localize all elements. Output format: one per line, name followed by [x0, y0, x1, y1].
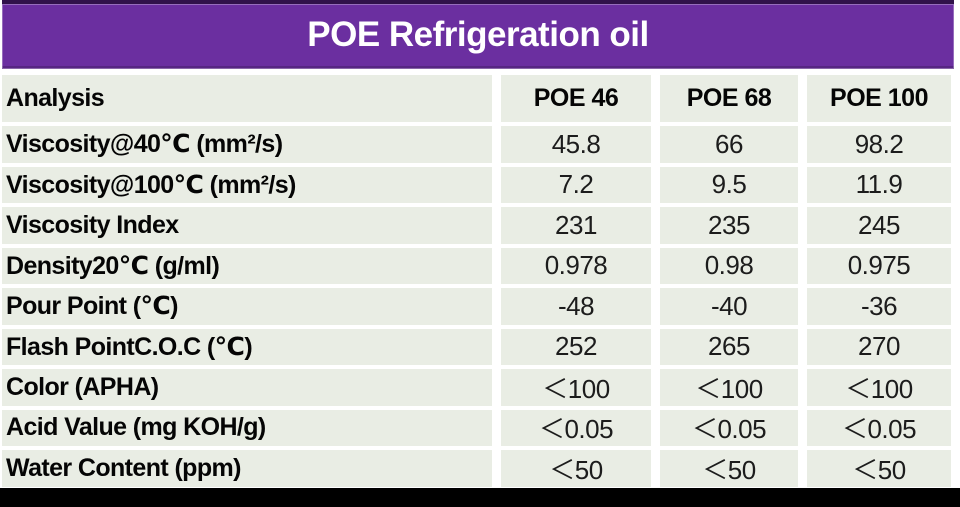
cell-viscosity100-poe46: 7.2: [501, 166, 651, 203]
row-label-viscosity-40: Viscosity@40℃ (mm²/s): [2, 126, 492, 163]
cell-viscosity40-poe46: 45.8: [501, 126, 651, 163]
row-label-density: Density20℃ (g/ml): [2, 247, 492, 284]
cell-viscosityindex-poe68: 235: [660, 207, 798, 244]
row-label-flash-point: Flash PointC.O.C (℃): [2, 328, 492, 365]
row-label-color: Color (APHA): [2, 369, 492, 406]
cell-color-poe100: ＜100: [807, 369, 951, 406]
cell-color-poe68: ＜100: [660, 369, 798, 406]
cell-viscosity40-poe68: 66: [660, 126, 798, 163]
cell-pourpoint-poe46: -48: [501, 288, 651, 325]
title-banner: POE Refrigeration oil: [2, 0, 954, 69]
cell-color-poe46: ＜100: [501, 369, 651, 406]
cell-watercontent-poe68: ＜50: [660, 450, 798, 487]
cell-viscosity100-poe68: 9.5: [660, 166, 798, 203]
cell-density-poe100: 0.975: [807, 247, 951, 284]
row-label-viscosity-index: Viscosity Index: [2, 207, 492, 244]
cell-density-poe68: 0.98: [660, 247, 798, 284]
cell-viscosity100-poe100: 11.9: [807, 166, 951, 203]
row-label-pour-point: Pour Point (℃): [2, 288, 492, 325]
cell-density-poe46: 0.978: [501, 247, 651, 284]
cell-flashpoint-poe100: 270: [807, 328, 951, 365]
row-label-acid-value: Acid Value (mg KOH/g): [2, 409, 492, 446]
cell-pourpoint-poe68: -40: [660, 288, 798, 325]
column-header-poe46: POE 46: [501, 75, 651, 122]
column-header-poe100: POE 100: [807, 75, 951, 122]
cell-acidvalue-poe68: ＜0.05: [660, 409, 798, 446]
cell-acidvalue-poe100: ＜0.05: [807, 409, 951, 446]
cell-viscosity40-poe100: 98.2: [807, 126, 951, 163]
row-label-water-content: Water Content (ppm): [2, 450, 492, 487]
cell-flashpoint-poe68: 265: [660, 328, 798, 365]
column-header-analysis: Analysis: [2, 75, 492, 122]
row-label-viscosity-100: Viscosity@100℃ (mm²/s): [2, 166, 492, 203]
cell-watercontent-poe100: ＜50: [807, 450, 951, 487]
cell-flashpoint-poe46: 252: [501, 328, 651, 365]
bottom-black-strip: [0, 488, 960, 507]
cell-viscosityindex-poe46: 231: [501, 207, 651, 244]
cell-watercontent-poe46: ＜50: [501, 450, 651, 487]
page-title: POE Refrigeration oil: [307, 14, 649, 54]
cell-viscosityindex-poe100: 245: [807, 207, 951, 244]
spec-table: Analysis POE 46 POE 68 POE 100 Viscosity…: [2, 75, 951, 487]
cell-pourpoint-poe100: -36: [807, 288, 951, 325]
cell-acidvalue-poe46: ＜0.05: [501, 409, 651, 446]
column-header-poe68: POE 68: [660, 75, 798, 122]
